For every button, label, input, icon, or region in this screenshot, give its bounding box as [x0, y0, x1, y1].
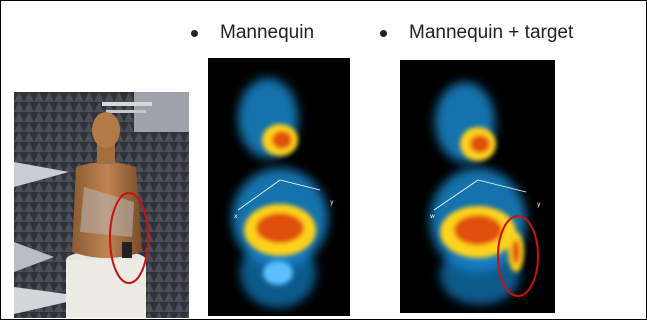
bullet-dot [380, 29, 387, 37]
scan-axis-label-x: w [430, 213, 435, 220]
mannequin-photo [14, 92, 189, 318]
bullet-label: Mannequin + target [409, 22, 574, 43]
target-highlight-ellipse [497, 215, 539, 297]
scan-image-mannequin-target: w y [400, 60, 555, 313]
bullet-mannequin: Mannequin [191, 22, 314, 44]
target-highlight-ellipse [109, 192, 149, 284]
bullet-dot [191, 29, 198, 37]
scan-axis-label-y: y [330, 199, 334, 206]
scan-axis-label-x: x [234, 213, 238, 220]
bullet-label: Mannequin [220, 22, 315, 43]
bullet-mannequin-target: Mannequin + target [380, 22, 573, 44]
scan-axis-label-y: y [537, 201, 541, 208]
scan-image-mannequin: x y [208, 58, 350, 316]
